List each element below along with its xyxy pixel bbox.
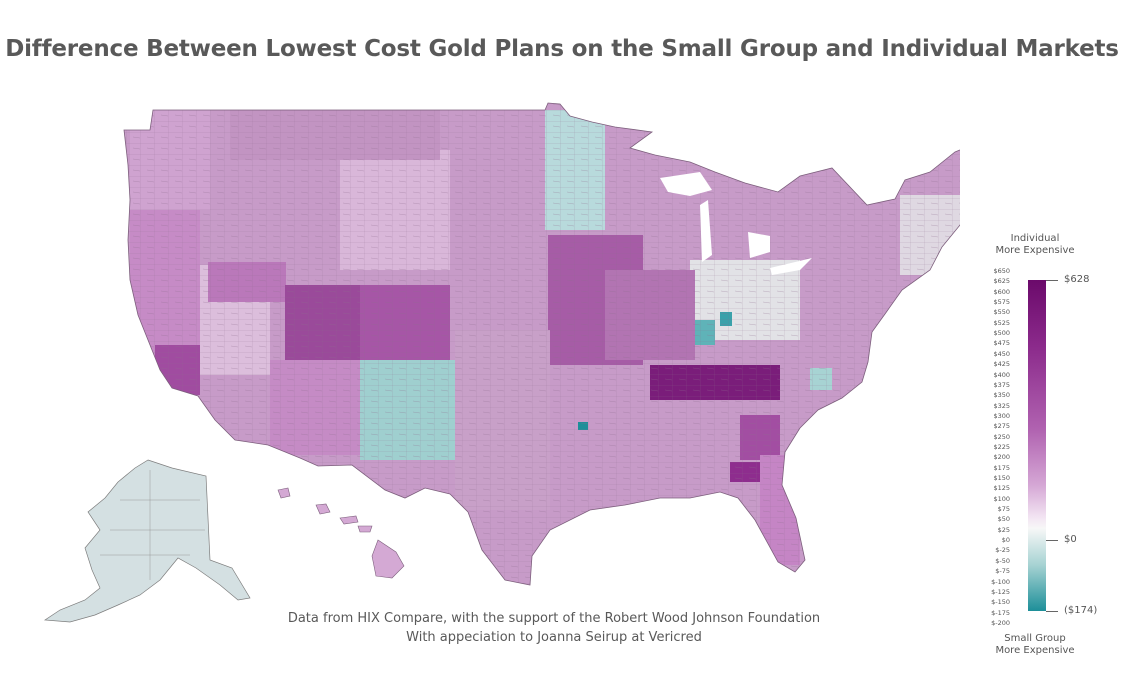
legend-tick-label: $650 <box>993 267 1010 275</box>
legend-tick-label: $200 <box>993 453 1010 462</box>
lake-michigan <box>700 200 712 262</box>
lake-huron <box>748 232 770 258</box>
legend-tick-label: $450 <box>993 349 1010 358</box>
legend-tick-label: $300 <box>993 411 1010 420</box>
legend-tick-label: $25 <box>997 525 1010 534</box>
legend-tick-label: $400 <box>993 370 1010 379</box>
legend-top-label-line-2: More Expensive <box>995 245 1075 256</box>
legend-tick-label: $-75 <box>995 567 1010 576</box>
legend-tick-label: $-25 <box>995 546 1010 555</box>
legend-tick-label: $100 <box>993 494 1010 503</box>
legend-tick-label: $-50 <box>995 556 1010 565</box>
legend-tick-label: $-200 <box>991 618 1010 627</box>
legend-tick-label: $-100 <box>991 577 1010 586</box>
legend-tick-label: $525 <box>993 318 1010 327</box>
legend-tick-label: $175 <box>993 463 1010 472</box>
legend-min-label: ($174) <box>1064 605 1098 616</box>
legend-tick-label: $350 <box>993 391 1010 400</box>
legend-tick-label: $-125 <box>991 587 1010 596</box>
legend-tick-label: $225 <box>993 442 1010 451</box>
alaska <box>43 459 251 623</box>
legend-bottom-label: Small Group More Expensive <box>980 633 1090 657</box>
legend-tick-label: $500 <box>993 329 1010 338</box>
credits-line-2: With appeciation to Joanna Seirup at Ver… <box>406 630 702 645</box>
legend-tick-label: $475 <box>993 339 1010 348</box>
legend-color-bar <box>1028 280 1046 611</box>
legend-min-mark <box>1046 611 1058 612</box>
legend-tick-label: $125 <box>993 484 1010 493</box>
legend-max-label: $628 <box>1064 274 1090 285</box>
legend-top-label-line-1: Individual <box>1010 233 1060 244</box>
lake-erie <box>770 258 812 275</box>
legend-zero-label: $0 <box>1064 534 1077 545</box>
legend-tick-label: $0 <box>1001 536 1010 545</box>
credits: Data from HIX Compare, with the support … <box>254 609 854 647</box>
credits-line-1: Data from HIX Compare, with the support … <box>287 611 821 626</box>
legend-tick-label: $325 <box>993 401 1010 410</box>
legend-tick-label: $550 <box>993 308 1010 317</box>
legend-tick-label: $150 <box>993 474 1010 482</box>
legend-tick-label: $75 <box>997 505 1010 514</box>
legend-zero-mark <box>1046 540 1058 541</box>
contiguous-us <box>123 102 960 586</box>
legend-tick-label: $600 <box>993 287 1010 296</box>
legend-tick-label: $625 <box>993 277 1010 286</box>
legend-tick-label: $50 <box>997 515 1010 524</box>
legend-tick-label: $275 <box>993 422 1010 431</box>
us-county-choropleth-map <box>43 102 960 623</box>
legend-max-mark <box>1046 280 1058 281</box>
legend-tick-label: $575 <box>993 298 1010 307</box>
color-legend: Individual More Expensive $650 $625 $600 $5… <box>980 230 1110 660</box>
legend-tick-label: $-150 <box>991 598 1010 607</box>
lake-superior <box>660 172 712 196</box>
legend-tick-label: $-175 <box>991 608 1010 617</box>
map-title: Difference Between Lowest Cost Gold Plan… <box>5 36 1119 62</box>
legend-tick-label: $425 <box>993 360 1010 369</box>
legend-tick-label: $250 <box>993 432 1010 441</box>
legend-bottom-label-line-2: More Expensive <box>995 645 1075 656</box>
legend-tick-label: $375 <box>993 380 1010 389</box>
hawaii <box>277 487 405 579</box>
legend-top-label: Individual More Expensive <box>980 233 1090 257</box>
legend-bottom-label-line-1: Small Group <box>1004 633 1066 644</box>
